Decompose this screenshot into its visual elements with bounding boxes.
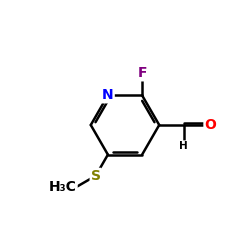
Text: O: O xyxy=(204,118,216,132)
Text: S: S xyxy=(91,169,101,183)
Text: F: F xyxy=(137,66,147,80)
Text: H₃C: H₃C xyxy=(49,180,76,194)
Text: N: N xyxy=(102,88,114,102)
Text: H: H xyxy=(179,141,188,151)
